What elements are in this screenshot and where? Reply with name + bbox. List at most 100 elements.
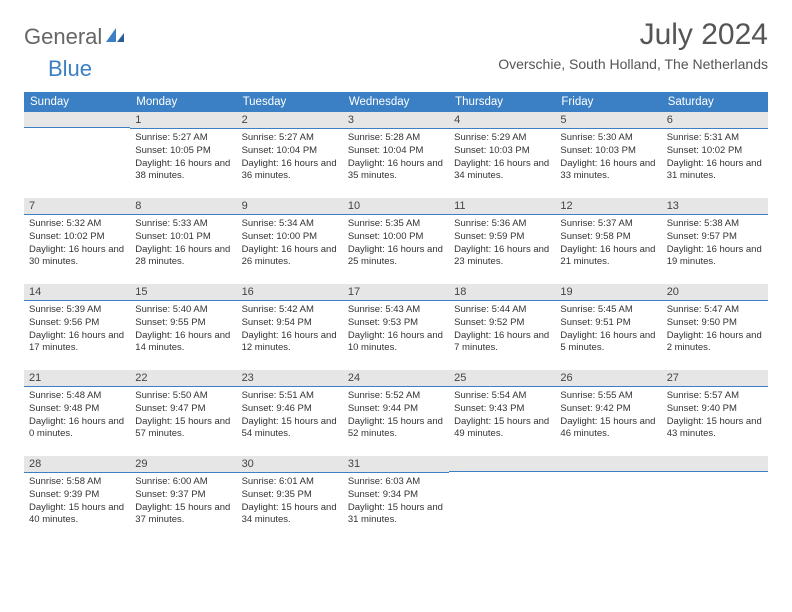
calendar-cell: 28Sunrise: 5:58 AMSunset: 9:39 PMDayligh…	[24, 456, 130, 542]
empty-day-header	[662, 456, 768, 472]
day-number: 16	[237, 284, 343, 301]
day-details: Sunrise: 5:47 AMSunset: 9:50 PMDaylight:…	[662, 301, 768, 359]
day-details: Sunrise: 5:27 AMSunset: 10:04 PMDaylight…	[237, 129, 343, 187]
calendar-cell: 3Sunrise: 5:28 AMSunset: 10:04 PMDayligh…	[343, 112, 449, 198]
day-number: 28	[24, 456, 130, 473]
calendar-cell: 7Sunrise: 5:32 AMSunset: 10:02 PMDayligh…	[24, 198, 130, 284]
weekday-header: Tuesday	[237, 92, 343, 112]
day-details: Sunrise: 5:40 AMSunset: 9:55 PMDaylight:…	[130, 301, 236, 359]
day-number: 30	[237, 456, 343, 473]
day-details: Sunrise: 5:58 AMSunset: 9:39 PMDaylight:…	[24, 473, 130, 531]
empty-day-header	[555, 456, 661, 472]
day-number: 15	[130, 284, 236, 301]
calendar-cell: 27Sunrise: 5:57 AMSunset: 9:40 PMDayligh…	[662, 370, 768, 456]
calendar-cell: 20Sunrise: 5:47 AMSunset: 9:50 PMDayligh…	[662, 284, 768, 370]
day-details: Sunrise: 5:44 AMSunset: 9:52 PMDaylight:…	[449, 301, 555, 359]
day-details: Sunrise: 5:37 AMSunset: 9:58 PMDaylight:…	[555, 215, 661, 273]
day-number: 24	[343, 370, 449, 387]
day-details: Sunrise: 5:54 AMSunset: 9:43 PMDaylight:…	[449, 387, 555, 445]
day-number: 2	[237, 112, 343, 129]
day-details: Sunrise: 5:29 AMSunset: 10:03 PMDaylight…	[449, 129, 555, 187]
title-block: July 2024 Overschie, South Holland, The …	[498, 18, 768, 80]
weekday-header: Monday	[130, 92, 236, 112]
day-details: Sunrise: 5:48 AMSunset: 9:48 PMDaylight:…	[24, 387, 130, 445]
day-number: 19	[555, 284, 661, 301]
calendar-body: 1Sunrise: 5:27 AMSunset: 10:05 PMDayligh…	[24, 112, 768, 542]
calendar-cell	[662, 456, 768, 542]
calendar-cell: 18Sunrise: 5:44 AMSunset: 9:52 PMDayligh…	[449, 284, 555, 370]
weekday-header: Wednesday	[343, 92, 449, 112]
day-number: 21	[24, 370, 130, 387]
weekday-header: Thursday	[449, 92, 555, 112]
calendar-cell	[449, 456, 555, 542]
calendar-cell: 9Sunrise: 5:34 AMSunset: 10:00 PMDayligh…	[237, 198, 343, 284]
day-number: 1	[130, 112, 236, 129]
calendar-cell: 24Sunrise: 5:52 AMSunset: 9:44 PMDayligh…	[343, 370, 449, 456]
day-number: 11	[449, 198, 555, 215]
calendar-table: SundayMondayTuesdayWednesdayThursdayFrid…	[24, 92, 768, 542]
day-details: Sunrise: 5:35 AMSunset: 10:00 PMDaylight…	[343, 215, 449, 273]
day-details: Sunrise: 5:57 AMSunset: 9:40 PMDaylight:…	[662, 387, 768, 445]
day-number: 20	[662, 284, 768, 301]
day-details: Sunrise: 5:50 AMSunset: 9:47 PMDaylight:…	[130, 387, 236, 445]
empty-day-header	[24, 112, 130, 128]
calendar-header-row: SundayMondayTuesdayWednesdayThursdayFrid…	[24, 92, 768, 112]
calendar-cell: 10Sunrise: 5:35 AMSunset: 10:00 PMDaylig…	[343, 198, 449, 284]
calendar-cell: 19Sunrise: 5:45 AMSunset: 9:51 PMDayligh…	[555, 284, 661, 370]
calendar-cell: 4Sunrise: 5:29 AMSunset: 10:03 PMDayligh…	[449, 112, 555, 198]
calendar-week-row: 1Sunrise: 5:27 AMSunset: 10:05 PMDayligh…	[24, 112, 768, 198]
logo: General	[24, 24, 126, 50]
day-number: 10	[343, 198, 449, 215]
day-details: Sunrise: 5:55 AMSunset: 9:42 PMDaylight:…	[555, 387, 661, 445]
month-title: July 2024	[498, 18, 768, 52]
day-number: 5	[555, 112, 661, 129]
day-details: Sunrise: 5:52 AMSunset: 9:44 PMDaylight:…	[343, 387, 449, 445]
calendar-week-row: 14Sunrise: 5:39 AMSunset: 9:56 PMDayligh…	[24, 284, 768, 370]
calendar-cell: 23Sunrise: 5:51 AMSunset: 9:46 PMDayligh…	[237, 370, 343, 456]
day-number: 12	[555, 198, 661, 215]
day-number: 13	[662, 198, 768, 215]
day-number: 4	[449, 112, 555, 129]
day-details: Sunrise: 5:51 AMSunset: 9:46 PMDaylight:…	[237, 387, 343, 445]
day-number: 17	[343, 284, 449, 301]
day-number: 8	[130, 198, 236, 215]
day-number: 27	[662, 370, 768, 387]
day-details: Sunrise: 6:01 AMSunset: 9:35 PMDaylight:…	[237, 473, 343, 531]
calendar-cell: 6Sunrise: 5:31 AMSunset: 10:02 PMDayligh…	[662, 112, 768, 198]
logo-text-1: General	[24, 24, 102, 50]
day-number: 29	[130, 456, 236, 473]
calendar-cell: 1Sunrise: 5:27 AMSunset: 10:05 PMDayligh…	[130, 112, 236, 198]
calendar-cell: 25Sunrise: 5:54 AMSunset: 9:43 PMDayligh…	[449, 370, 555, 456]
calendar-cell: 22Sunrise: 5:50 AMSunset: 9:47 PMDayligh…	[130, 370, 236, 456]
calendar-cell: 29Sunrise: 6:00 AMSunset: 9:37 PMDayligh…	[130, 456, 236, 542]
day-number: 9	[237, 198, 343, 215]
day-number: 7	[24, 198, 130, 215]
day-details: Sunrise: 5:43 AMSunset: 9:53 PMDaylight:…	[343, 301, 449, 359]
day-details: Sunrise: 6:00 AMSunset: 9:37 PMDaylight:…	[130, 473, 236, 531]
day-details: Sunrise: 5:27 AMSunset: 10:05 PMDaylight…	[130, 129, 236, 187]
weekday-header: Sunday	[24, 92, 130, 112]
calendar-cell: 17Sunrise: 5:43 AMSunset: 9:53 PMDayligh…	[343, 284, 449, 370]
day-number: 25	[449, 370, 555, 387]
weekday-header: Friday	[555, 92, 661, 112]
day-details: Sunrise: 5:32 AMSunset: 10:02 PMDaylight…	[24, 215, 130, 273]
calendar-cell: 16Sunrise: 5:42 AMSunset: 9:54 PMDayligh…	[237, 284, 343, 370]
calendar-cell: 2Sunrise: 5:27 AMSunset: 10:04 PMDayligh…	[237, 112, 343, 198]
calendar-week-row: 28Sunrise: 5:58 AMSunset: 9:39 PMDayligh…	[24, 456, 768, 542]
day-details: Sunrise: 6:03 AMSunset: 9:34 PMDaylight:…	[343, 473, 449, 531]
logo-text-2: Blue	[48, 56, 92, 82]
calendar-cell: 14Sunrise: 5:39 AMSunset: 9:56 PMDayligh…	[24, 284, 130, 370]
calendar-cell: 13Sunrise: 5:38 AMSunset: 9:57 PMDayligh…	[662, 198, 768, 284]
calendar-cell: 31Sunrise: 6:03 AMSunset: 9:34 PMDayligh…	[343, 456, 449, 542]
calendar-week-row: 21Sunrise: 5:48 AMSunset: 9:48 PMDayligh…	[24, 370, 768, 456]
weekday-header: Saturday	[662, 92, 768, 112]
empty-day-header	[449, 456, 555, 472]
calendar-cell: 5Sunrise: 5:30 AMSunset: 10:03 PMDayligh…	[555, 112, 661, 198]
calendar-cell	[24, 112, 130, 198]
calendar-cell: 30Sunrise: 6:01 AMSunset: 9:35 PMDayligh…	[237, 456, 343, 542]
day-number: 6	[662, 112, 768, 129]
day-number: 3	[343, 112, 449, 129]
day-details: Sunrise: 5:34 AMSunset: 10:00 PMDaylight…	[237, 215, 343, 273]
day-number: 26	[555, 370, 661, 387]
day-number: 18	[449, 284, 555, 301]
